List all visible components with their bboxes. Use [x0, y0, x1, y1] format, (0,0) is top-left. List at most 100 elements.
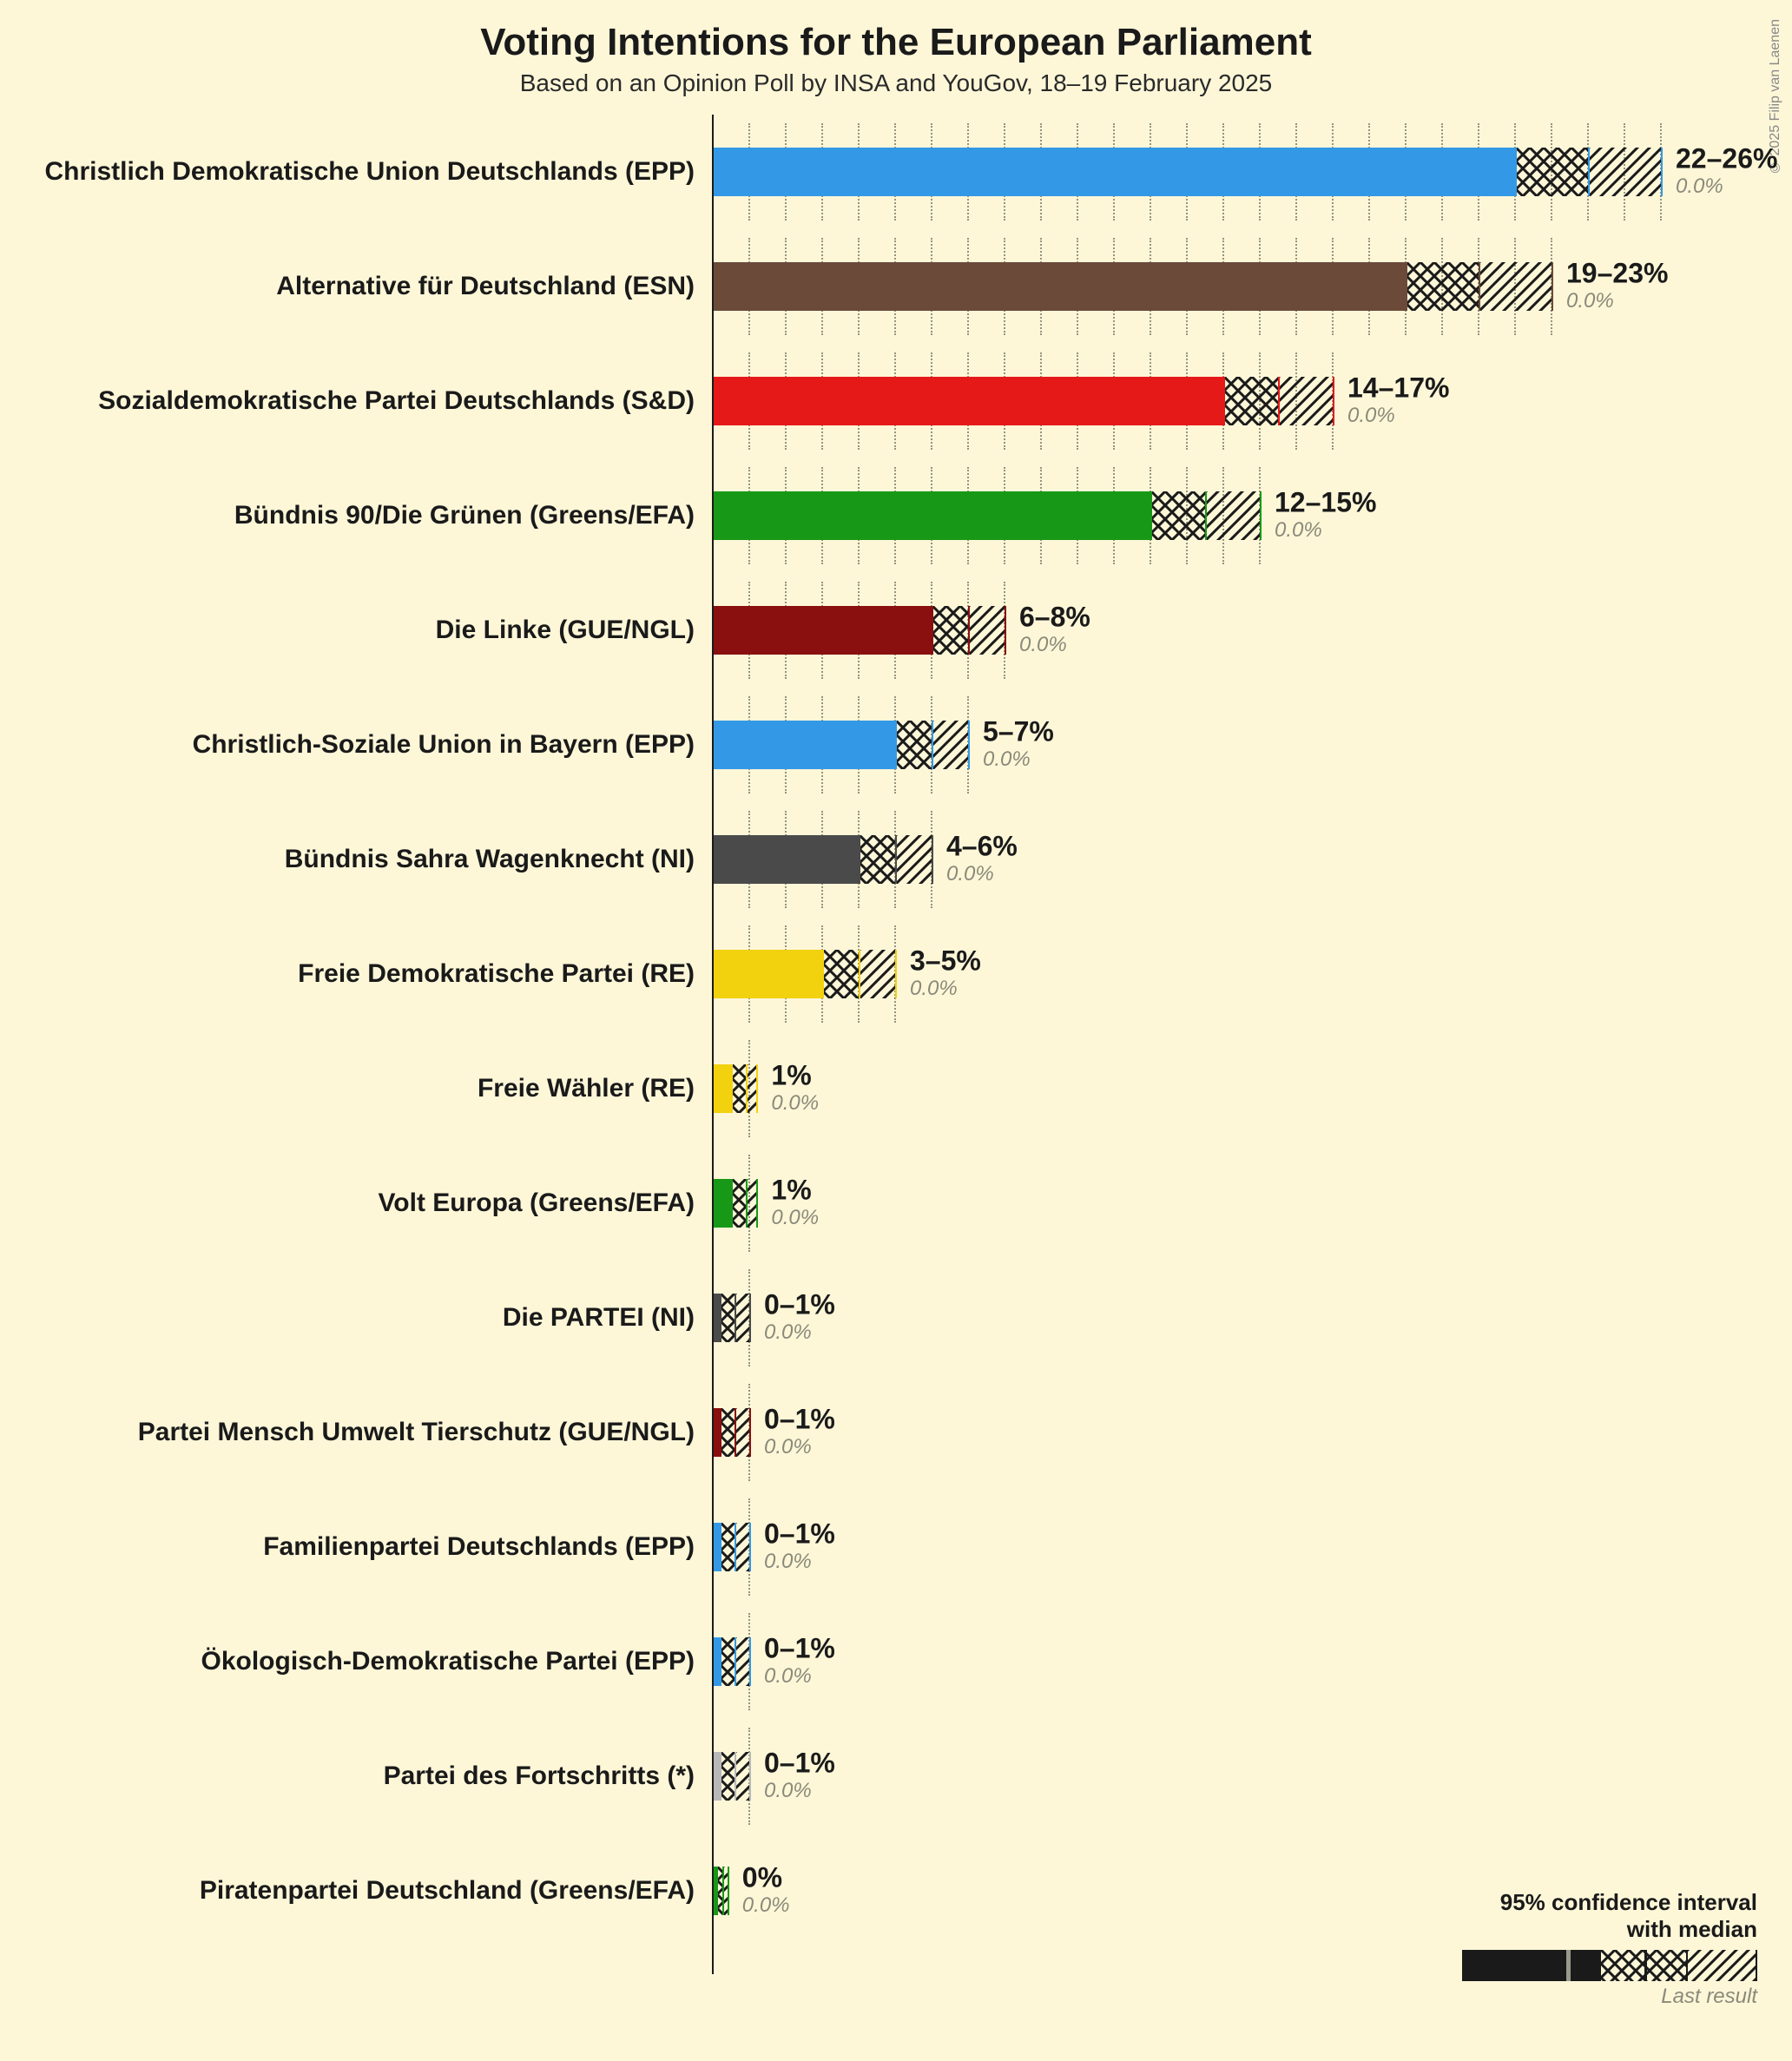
bar-diagonal	[735, 1294, 750, 1342]
legend-last-result: Last result	[1462, 1985, 1757, 2009]
party-label: Sozialdemokratische Partei Deutschlands …	[17, 386, 695, 416]
last-result-label: 0.0%	[764, 1664, 812, 1689]
chart-row: Partei des Fortschritts (*) 0–1% 0.0%	[0, 1719, 1792, 1834]
range-label: 14–17%	[1347, 372, 1449, 405]
range-label: 1%	[771, 1175, 811, 1207]
bar-solid	[714, 377, 1224, 425]
legend-line2: with median	[1462, 1916, 1757, 1943]
bar-crosshatch	[721, 1523, 735, 1571]
bar-diagonal	[1479, 262, 1552, 311]
legend-bar	[1462, 1950, 1757, 1981]
range-label: 22–26%	[1676, 143, 1777, 175]
bar-chart: Christlich Demokratische Union Deutschla…	[0, 115, 1792, 1974]
range-label: 3–5%	[910, 945, 981, 978]
bar-diagonal	[1279, 377, 1334, 425]
range-label: 6–8%	[1019, 602, 1090, 634]
chart-row: Die Linke (GUE/NGL) 6–8% 0.0%	[0, 573, 1792, 688]
range-label: 0–1%	[764, 1404, 835, 1436]
party-label: Partei des Fortschritts (*)	[17, 1761, 695, 1791]
chart-subtitle: Based on an Opinion Poll by INSA and You…	[0, 69, 1792, 97]
bar-crosshatch	[732, 1179, 747, 1228]
last-result-label: 0.0%	[946, 862, 994, 886]
bar-diagonal	[860, 950, 896, 998]
party-label: Partei Mensch Umwelt Tierschutz (GUE/NGL…	[17, 1418, 695, 1447]
last-result-label: 0.0%	[1347, 404, 1395, 428]
range-label: 19–23%	[1566, 258, 1668, 290]
chart-row: Freie Demokratische Partei (RE) 3–5% 0.0…	[0, 917, 1792, 1031]
last-result-label: 0.0%	[764, 1435, 812, 1459]
party-label: Freie Demokratische Partei (RE)	[17, 959, 695, 989]
last-result-label: 0.0%	[764, 1320, 812, 1345]
legend: 95% confidence interval with median Last…	[1462, 1889, 1757, 2009]
range-label: 1%	[771, 1060, 811, 1092]
last-result-label: 0.0%	[771, 1091, 819, 1116]
range-label: 12–15%	[1275, 487, 1376, 519]
range-label: 0–1%	[764, 1518, 835, 1551]
last-result-label: 0.0%	[771, 1206, 819, 1230]
party-label: Freie Wähler (RE)	[17, 1074, 695, 1103]
party-label: Familienpartei Deutschlands (EPP)	[17, 1532, 695, 1562]
range-label: 0–1%	[764, 1748, 835, 1780]
chart-row: Ökologisch-Demokratische Partei (EPP) 0–…	[0, 1604, 1792, 1719]
party-label: Christlich-Soziale Union in Bayern (EPP)	[17, 730, 695, 760]
bar-solid	[714, 262, 1407, 311]
bar-diagonal	[1589, 148, 1662, 196]
bar-crosshatch	[721, 1752, 735, 1801]
bar-solid	[714, 148, 1516, 196]
bar-diagonal	[735, 1523, 750, 1571]
chart-row: Freie Wähler (RE) 1% 0.0%	[0, 1031, 1792, 1146]
bar-crosshatch	[732, 1064, 747, 1113]
last-result-label: 0.0%	[1566, 289, 1614, 313]
party-label: Alternative für Deutschland (ESN)	[17, 272, 695, 301]
chart-row: Die PARTEI (NI) 0–1% 0.0%	[0, 1261, 1792, 1375]
bar-diagonal	[932, 721, 969, 769]
bar-crosshatch	[1407, 262, 1479, 311]
last-result-label: 0.0%	[742, 1893, 790, 1918]
bar-diagonal	[735, 1637, 750, 1686]
chart-row: Alternative für Deutschland (ESN) 19–23%…	[0, 229, 1792, 344]
last-result-label: 0.0%	[764, 1550, 812, 1574]
bar-diagonal	[735, 1408, 750, 1457]
axis-zero-line	[712, 115, 714, 1974]
range-label: 5–7%	[983, 716, 1054, 748]
chart-row: Christlich Demokratische Union Deutschla…	[0, 115, 1792, 229]
party-label: Ökologisch-Demokratische Partei (EPP)	[17, 1647, 695, 1676]
bar-diagonal	[735, 1752, 750, 1801]
range-label: 0–1%	[764, 1289, 835, 1321]
bar-diagonal	[969, 606, 1005, 655]
bar-crosshatch	[1224, 377, 1279, 425]
bar-crosshatch	[896, 721, 932, 769]
party-label: Bündnis 90/Die Grünen (Greens/EFA)	[17, 501, 695, 530]
last-result-label: 0.0%	[1275, 518, 1322, 543]
chart-row: Bündnis 90/Die Grünen (Greens/EFA) 12–15…	[0, 458, 1792, 573]
bar-solid	[714, 721, 896, 769]
party-label: Piratenpartei Deutschland (Greens/EFA)	[17, 1876, 695, 1906]
legend-line1: 95% confidence interval	[1462, 1889, 1757, 1916]
range-label: 4–6%	[946, 831, 1018, 863]
last-result-label: 0.0%	[910, 977, 958, 1001]
last-result-label: 0.0%	[1676, 174, 1723, 199]
party-label: Die PARTEI (NI)	[17, 1303, 695, 1333]
chart-row: Volt Europa (Greens/EFA) 1% 0.0%	[0, 1146, 1792, 1261]
chart-row: Sozialdemokratische Partei Deutschlands …	[0, 344, 1792, 458]
bar-solid	[714, 835, 860, 884]
party-label: Bündnis Sahra Wagenknecht (NI)	[17, 845, 695, 874]
chart-row: Bündnis Sahra Wagenknecht (NI) 4–6% 0.0%	[0, 802, 1792, 917]
bar-crosshatch	[823, 950, 860, 998]
bar-crosshatch	[721, 1294, 735, 1342]
bar-diagonal	[896, 835, 932, 884]
chart-title: Voting Intentions for the European Parli…	[0, 0, 1792, 64]
chart-row: Christlich-Soziale Union in Bayern (EPP)…	[0, 688, 1792, 802]
bar-solid	[714, 491, 1151, 540]
chart-row: Partei Mensch Umwelt Tierschutz (GUE/NGL…	[0, 1375, 1792, 1490]
range-label: 0–1%	[764, 1633, 835, 1665]
bar-crosshatch	[860, 835, 896, 884]
range-label: 0%	[742, 1862, 782, 1894]
bar-solid	[714, 606, 932, 655]
bar-crosshatch	[932, 606, 969, 655]
party-label: Christlich Demokratische Union Deutschla…	[17, 157, 695, 187]
bar-crosshatch	[721, 1408, 735, 1457]
last-result-label: 0.0%	[1019, 633, 1067, 657]
bar-crosshatch	[721, 1637, 735, 1686]
bar-solid	[714, 950, 823, 998]
